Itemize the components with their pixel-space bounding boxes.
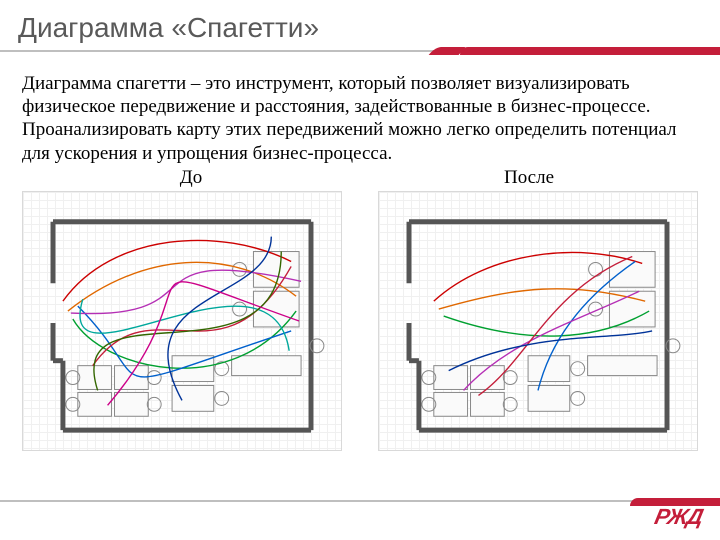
- after-label: После: [374, 167, 684, 189]
- rzd-logo: РЖД: [652, 504, 705, 530]
- diagrams-row: [0, 189, 720, 451]
- header-rule: [0, 50, 720, 64]
- after-diagram: [378, 191, 698, 451]
- before-label: До: [36, 167, 346, 189]
- footer-rule: [0, 500, 720, 502]
- page-title: Диаграмма «Спагетти»: [0, 0, 720, 50]
- description-text: Диаграмма спагетти – это инструмент, кот…: [0, 64, 720, 167]
- diagram-labels: До После: [0, 167, 720, 189]
- before-diagram: [22, 191, 342, 451]
